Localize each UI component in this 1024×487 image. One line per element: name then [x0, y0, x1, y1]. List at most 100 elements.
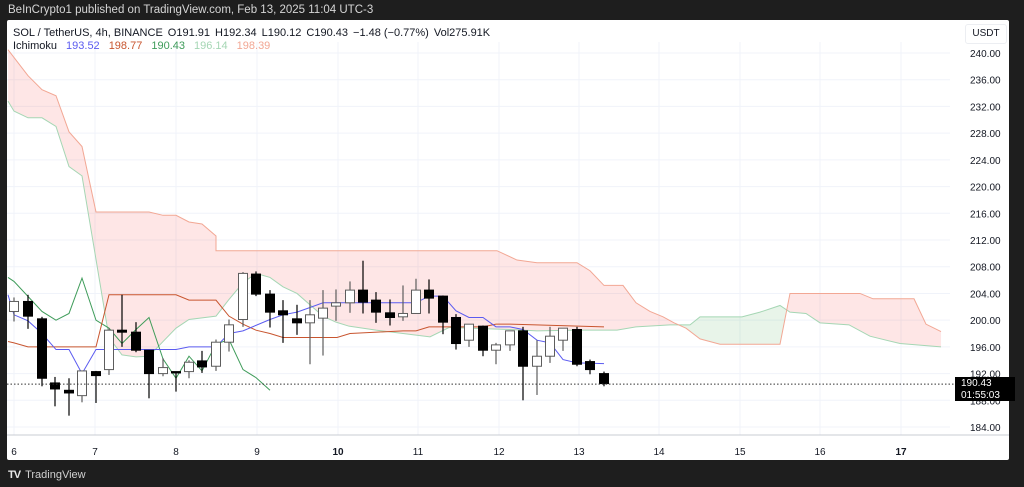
time-tick-label: 6 — [11, 447, 17, 458]
time-tick-label: 8 — [173, 447, 179, 458]
open-value: O191.91 — [167, 27, 211, 39]
senkou-a-value: 196.14 — [194, 40, 228, 52]
candle-body[interactable] — [331, 302, 341, 307]
price-tick-label: 216.00 — [970, 209, 1001, 220]
chikou-value: 190.43 — [151, 40, 185, 52]
time-tick-label: 7 — [92, 447, 98, 458]
price-tick-label: 188.00 — [970, 396, 1001, 407]
candle-body[interactable] — [451, 316, 461, 345]
candle-body[interactable] — [532, 355, 542, 367]
price-tick-label: 192.00 — [970, 370, 1001, 381]
time-tick-label: 10 — [332, 447, 344, 458]
price-tick-label: 240.00 — [970, 49, 1001, 60]
publisher-text: BeInCrypto1 published on TradingView.com… — [8, 4, 374, 16]
candle-body[interactable] — [292, 318, 302, 324]
tv-logo-icon: TV — [8, 469, 21, 481]
candle-body[interactable] — [224, 324, 234, 343]
close-value: C190.43 — [306, 27, 349, 39]
price-tick-label: 220.00 — [970, 183, 1001, 194]
time-tick-label: 17 — [895, 447, 907, 458]
time-tick-label: 12 — [493, 447, 505, 458]
time-tick-label: 9 — [254, 447, 260, 458]
candle-body[interactable] — [411, 289, 421, 314]
candle-body[interactable] — [104, 329, 114, 371]
ichimoku-row: Ichimoku 193.52 198.77 190.43 196.14 198… — [13, 40, 490, 53]
tenkan-value: 193.52 — [66, 40, 100, 52]
price-tick-label: 196.00 — [970, 343, 1001, 354]
candle-body[interactable] — [278, 310, 288, 316]
candle-body[interactable] — [184, 361, 194, 373]
kijun-sen-line — [7, 294, 605, 348]
candle-body[interactable] — [197, 360, 207, 368]
candle-body[interactable] — [585, 361, 595, 371]
price-tick-label: 224.00 — [970, 156, 1001, 167]
candle-body[interactable] — [23, 300, 33, 317]
candle-body[interactable] — [558, 327, 568, 341]
indicator-name[interactable]: Ichimoku — [13, 40, 58, 52]
candle-body[interactable] — [91, 371, 101, 377]
volume-value: Vol275.91K — [433, 27, 491, 39]
tradingview-logo[interactable]: TV TradingView — [8, 469, 86, 481]
low-value: L190.12 — [261, 27, 302, 39]
candle-body[interactable] — [424, 289, 434, 299]
time-tick-label: 15 — [734, 447, 746, 458]
currency-button[interactable]: USDT — [965, 24, 1007, 44]
candle-body[interactable] — [572, 329, 582, 365]
footer-bar — [0, 460, 1024, 487]
candle-body[interactable] — [491, 344, 501, 351]
senkou-span-b-line — [7, 49, 942, 345]
brand-name: TradingView — [25, 469, 86, 481]
change-value: −1.48 (−0.77%) — [353, 27, 429, 39]
candle-body[interactable] — [505, 330, 515, 346]
candle-body[interactable] — [385, 312, 395, 318]
candle-body[interactable] — [144, 349, 154, 375]
current-price: 190.43 — [961, 378, 992, 389]
candle-body[interactable] — [238, 272, 248, 320]
candle-body[interactable] — [9, 300, 19, 312]
candle-body[interactable] — [77, 370, 87, 397]
candle-body[interactable] — [158, 367, 168, 375]
candle-body[interactable] — [599, 373, 609, 385]
time-tick-label: 11 — [413, 447, 424, 458]
candle-body[interactable] — [438, 295, 448, 323]
candle-body[interactable] — [305, 314, 315, 324]
candle-body[interactable] — [50, 382, 60, 390]
candle-body[interactable] — [545, 335, 555, 357]
kijun-value: 198.77 — [108, 40, 143, 52]
time-tick-label: 16 — [814, 447, 826, 458]
candle-body[interactable] — [478, 325, 488, 351]
candle-body[interactable] — [464, 323, 474, 341]
ohlc-row: SOL / TetherUS, 4h, BINANCE O191.91 H192… — [13, 27, 490, 40]
current-price-tag: 190.43 01:55:03 — [955, 377, 1015, 401]
publisher-bar: BeInCrypto1 published on TradingView.com… — [0, 0, 1024, 20]
candle-body[interactable] — [117, 329, 127, 333]
candle-body[interactable] — [371, 299, 381, 313]
candle-body[interactable] — [265, 293, 275, 313]
candle-body[interactable] — [64, 389, 74, 394]
candle-body[interactable] — [518, 330, 528, 367]
price-tick-label: 228.00 — [970, 129, 1001, 140]
candle-body[interactable] — [358, 289, 368, 303]
candle-body[interactable] — [398, 312, 408, 318]
chart-legend: SOL / TetherUS, 4h, BINANCE O191.91 H192… — [13, 27, 490, 53]
price-tick-label: 212.00 — [970, 236, 1001, 247]
candle-body[interactable] — [251, 273, 261, 295]
price-tick-label: 204.00 — [970, 289, 1001, 300]
price-tick-label: 232.00 — [970, 102, 1001, 113]
price-tick-label: 236.00 — [970, 76, 1001, 87]
price-tick-label: 208.00 — [970, 263, 1001, 274]
candle-body[interactable] — [131, 331, 141, 351]
price-tick-label: 184.00 — [970, 423, 1001, 434]
senkou-b-value: 198.39 — [236, 40, 271, 52]
candle-body[interactable] — [37, 318, 47, 379]
candle-body[interactable] — [211, 341, 221, 367]
symbol-label[interactable]: SOL / TetherUS, 4h, BINANCE — [13, 27, 163, 39]
bar-countdown: 01:55:03 — [961, 389, 1000, 401]
candle-body[interactable] — [318, 307, 328, 319]
candle-body[interactable] — [171, 371, 181, 374]
time-tick-label: 13 — [573, 447, 585, 458]
high-value: H192.34 — [215, 27, 257, 39]
candle-body[interactable] — [345, 289, 355, 304]
time-tick-label: 14 — [653, 447, 665, 458]
